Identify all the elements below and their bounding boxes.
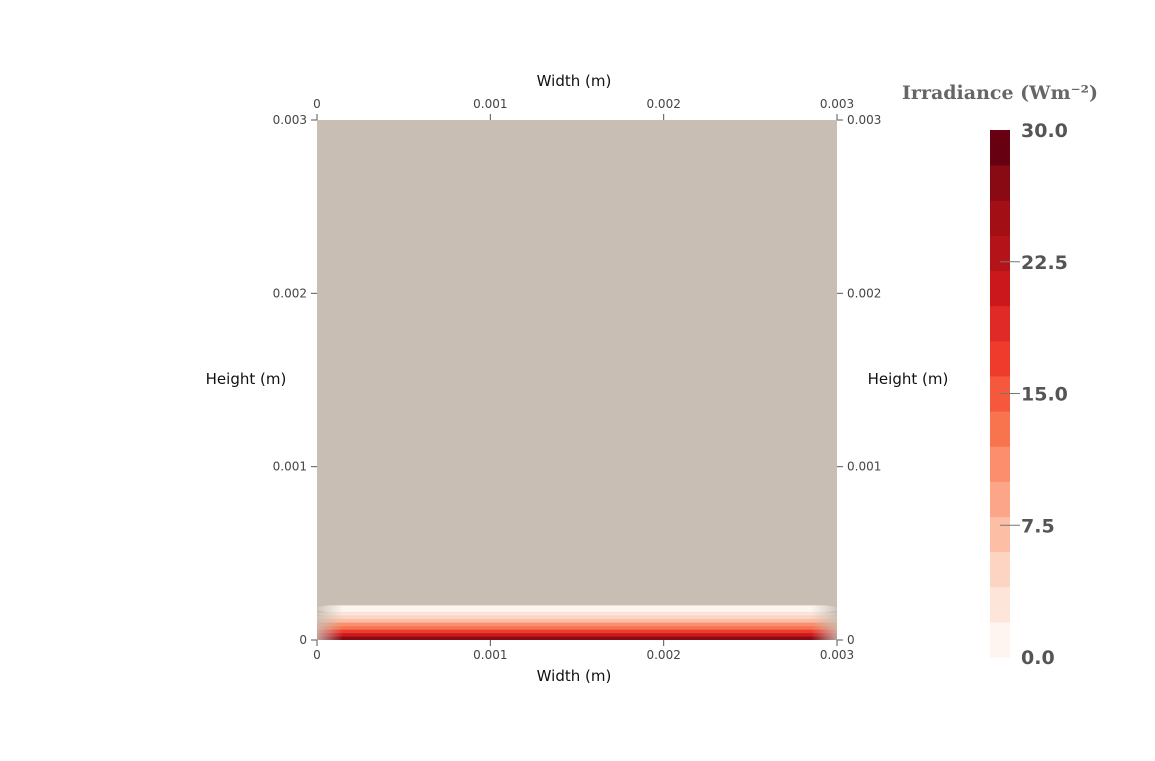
x-axis-title-top: Width (m) <box>537 72 612 90</box>
y-axis-title-right: Height (m) <box>868 370 949 388</box>
colorbar-title: Irradiance (Wm⁻²) <box>902 82 1098 104</box>
x-tick-label-top: 0 <box>313 97 321 111</box>
colorbar-tick-label: 30.0 <box>1021 120 1068 142</box>
colorbar-swatch <box>990 305 1010 342</box>
colorbar-swatch <box>990 130 1010 166</box>
x-tick-label-bottom: 0.002 <box>646 648 680 662</box>
colorbar-swatch <box>990 481 1010 517</box>
y-tick-label-right: 0.003 <box>847 113 881 127</box>
y-tick-label-left: 0.002 <box>273 286 307 300</box>
colorbar-tick-label: 0.0 <box>1021 647 1055 669</box>
colorbar-swatch <box>990 446 1010 482</box>
x-tick-label-top: 0.002 <box>646 97 680 111</box>
colorbar-swatch <box>990 340 1010 377</box>
y-tick-label-left: 0.001 <box>273 460 307 474</box>
x-tick-label-bottom: 0 <box>313 648 321 662</box>
colorbar-swatch <box>990 235 1010 272</box>
colorbar-tick-label: 15.0 <box>1021 384 1068 406</box>
colorbar-swatch <box>990 165 1010 201</box>
colorbar-swatch <box>990 270 1010 307</box>
y-tick-label-right: 0.001 <box>847 460 881 474</box>
y-tick-label-left: 0.003 <box>273 113 307 127</box>
x-tick-label-bottom: 0.001 <box>473 648 507 662</box>
plot-background <box>317 120 837 640</box>
colorbar-swatch <box>990 411 1010 447</box>
x-tick-label-bottom: 0.003 <box>820 648 854 662</box>
colorbar-swatch <box>990 621 1010 658</box>
colorbar-swatch <box>990 551 1010 588</box>
colorbar-tick-label: 7.5 <box>1021 515 1055 537</box>
y-tick-label-right: 0 <box>847 633 855 647</box>
y-tick-label-right: 0.002 <box>847 286 881 300</box>
x-tick-label-top: 0.003 <box>820 97 854 111</box>
x-tick-label-top: 0.001 <box>473 97 507 111</box>
colorbar-tick-label: 22.5 <box>1021 252 1068 274</box>
x-axis-title-bottom: Width (m) <box>537 667 612 685</box>
plot-area <box>317 120 837 640</box>
colorbar-swatch <box>990 516 1010 553</box>
colorbar-swatch <box>990 586 1010 623</box>
y-tick-label-left: 0 <box>299 633 307 647</box>
colorbar: 0.0 7.5 15.0 22.5 30.0 Irradiance (Wm⁻²) <box>902 82 1098 669</box>
colorbar-swatch <box>990 200 1010 236</box>
edge-fade-overlay <box>317 605 837 640</box>
y-axis-title-left: Height (m) <box>206 370 287 388</box>
